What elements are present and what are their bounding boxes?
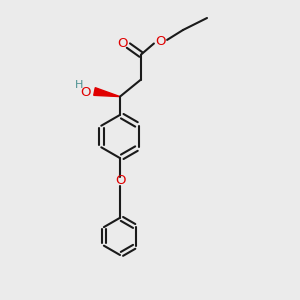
Text: O: O xyxy=(155,35,166,48)
Text: O: O xyxy=(80,85,91,99)
Text: H: H xyxy=(74,80,83,90)
Text: O: O xyxy=(118,37,128,50)
Polygon shape xyxy=(94,88,120,97)
Text: O: O xyxy=(115,174,125,187)
